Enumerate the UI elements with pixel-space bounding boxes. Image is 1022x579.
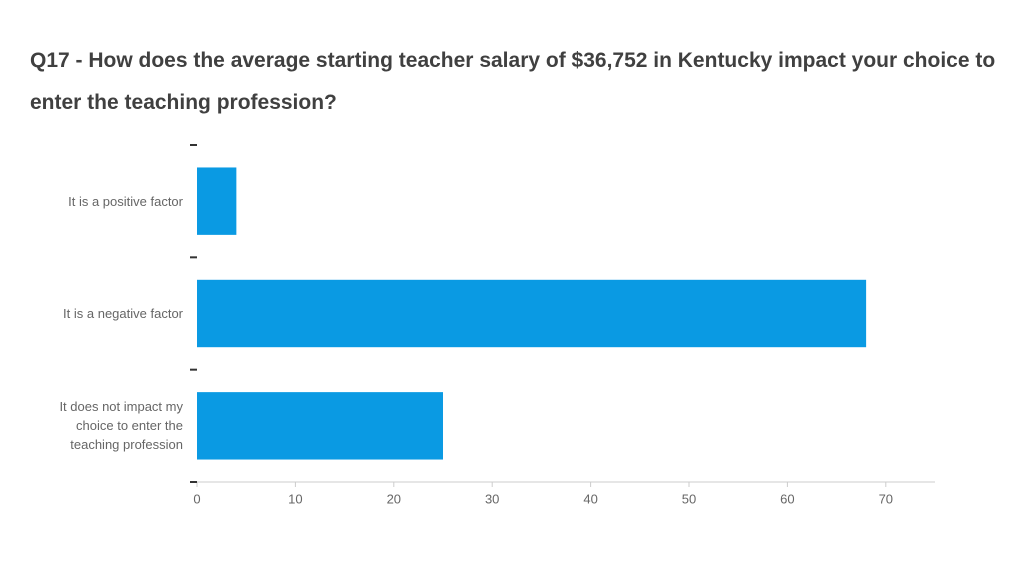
bar	[197, 167, 237, 235]
y-tick-label: It does not impact my choice to enter th…	[59, 399, 183, 453]
x-tick-label: 50	[682, 491, 696, 506]
bar	[197, 392, 443, 460]
y-tick-label: It is a negative factor	[63, 306, 183, 321]
bar	[197, 279, 867, 348]
x-tick-label: 60	[780, 491, 794, 506]
x-tick-label: 10	[288, 491, 302, 506]
x-tick-label: 40	[583, 491, 597, 506]
x-tick-label: 20	[387, 491, 401, 506]
y-tick-label: It is a positive factor	[68, 193, 183, 209]
x-tick-label: 70	[879, 491, 893, 506]
chart-title: Q17 - How does the average starting teac…	[30, 49, 996, 114]
x-tick-label: 30	[485, 491, 499, 506]
x-tick-label: 0	[193, 491, 200, 506]
